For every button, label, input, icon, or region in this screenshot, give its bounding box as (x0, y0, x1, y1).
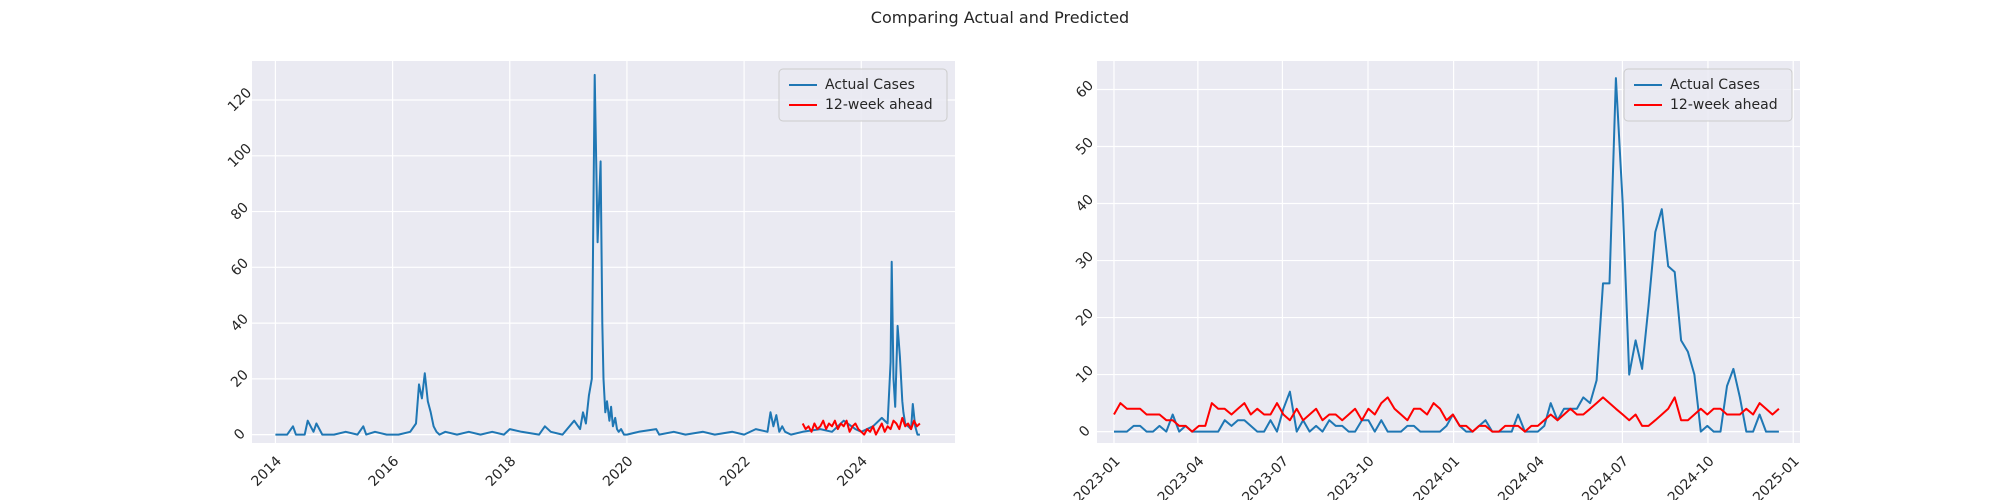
x-tick-label: 2024-07 (1579, 453, 1632, 500)
legend-entry: 12-week ahead (1670, 97, 1778, 113)
plot-area (1097, 61, 1800, 443)
x-tick-label: 2023-07 (1239, 453, 1292, 500)
x-tick-label: 2023-01 (1071, 453, 1124, 500)
y-tick-label: 40 (228, 311, 252, 335)
legend: Actual Cases 12-week ahead (1623, 68, 1793, 122)
x-tick-label: 2024-04 (1495, 453, 1548, 500)
y-tick-label: 30 (1073, 249, 1097, 273)
chart-panel-right: 2023-01 2023-04 2023-07 2023-10 2024-01 2024-… (1071, 61, 1803, 500)
y-tick-label: 60 (228, 255, 252, 279)
legend-entry: Actual Cases (825, 77, 915, 93)
legend-box (1623, 68, 1793, 122)
y-tick-label: 80 (228, 200, 252, 224)
y-tick-label: 120 (225, 85, 255, 115)
x-tick-label: 2018 (483, 453, 520, 490)
x-tick-label: 2023-04 (1155, 453, 1208, 500)
x-tick-label: 2025-01 (1750, 453, 1803, 500)
series-line-actual-cases (1114, 77, 1779, 433)
x-tick-label: 2024-01 (1411, 453, 1464, 500)
x-tick-label: 2016 (366, 453, 403, 490)
y-tick-label: 100 (225, 141, 255, 171)
x-tick-label: 2023-10 (1325, 453, 1378, 500)
x-tick-label: 2024-10 (1665, 453, 1718, 500)
series-line-predicted (1113, 396, 1780, 433)
y-tick-label: 0 (231, 426, 249, 444)
y-tick-label: 50 (1073, 135, 1097, 159)
legend-box (778, 68, 948, 122)
legend: Actual Cases 12-week ahead (778, 68, 948, 122)
chart-panel-left: 2014 2016 2018 2020 2022 2024 0 20 40 60 80 100 120 A… (225, 61, 955, 490)
x-tick-label: 2022 (717, 453, 754, 490)
y-tick-label: 20 (1073, 306, 1097, 330)
y-tick-label: 10 (1073, 363, 1097, 387)
figure-title: Comparing Actual and Predicted (870, 8, 1130, 27)
series-line-predicted (801, 416, 921, 436)
y-tick-label: 0 (1076, 423, 1094, 441)
legend-entry: 12-week ahead (825, 97, 933, 113)
y-tick-label: 40 (1073, 192, 1097, 216)
x-tick-label: 2020 (600, 453, 637, 490)
x-tick-label: 2024 (834, 453, 871, 490)
y-tick-label: 20 (228, 367, 252, 391)
legend-entry: Actual Cases (1670, 77, 1760, 93)
y-tick-label: 60 (1073, 78, 1097, 102)
x-tick-label: 2014 (249, 453, 286, 490)
